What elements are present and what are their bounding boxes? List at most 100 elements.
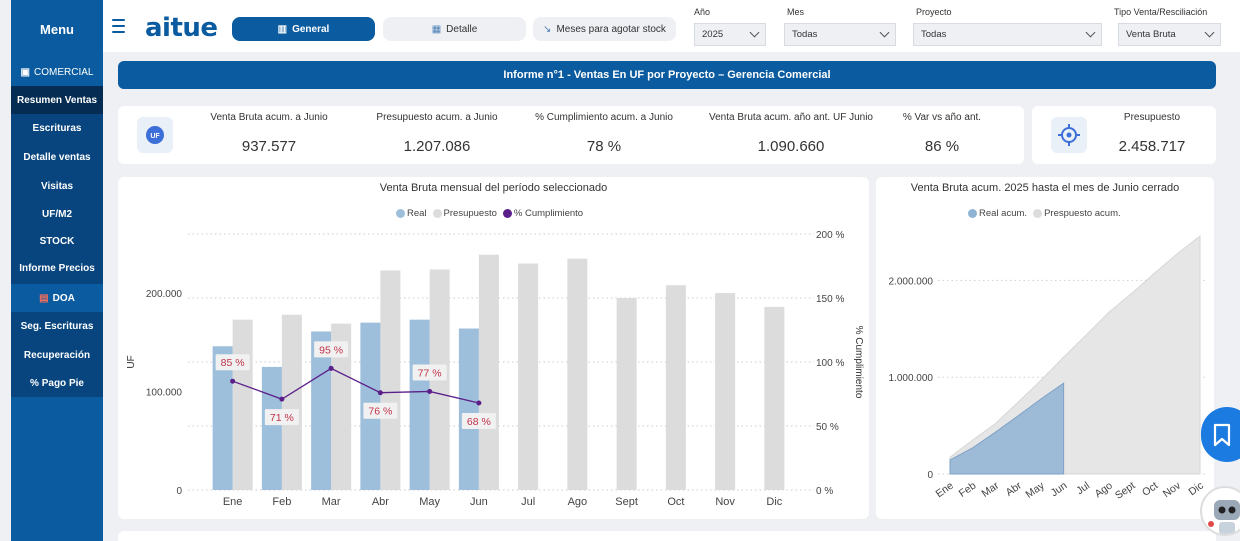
kpi-venta-ant-label: Venta Bruta acum. año ant. UF Junio (709, 112, 873, 123)
sidebar-item-pago-pie[interactable]: % Pago Pie (30, 377, 84, 389)
kpi-presupuesto-value: 2.458.717 (1118, 138, 1186, 155)
legend-item-real[interactable]: Real (396, 208, 427, 219)
filter-tipo-label: Tipo Venta/Resciliación (1114, 7, 1208, 17)
x-tick-label: Jul (521, 496, 535, 508)
y2-tick-label: 150 % (816, 294, 844, 305)
bookmark-button[interactable] (1201, 407, 1240, 462)
y-tick-label: 0 (176, 486, 182, 497)
legend-item-presupuesto-acum[interactable]: Prespuesto acum. (1033, 208, 1121, 219)
bar-presupuesto (380, 270, 401, 490)
kpi-presupuesto-card: Presupuesto 2.458.717 (1032, 106, 1216, 164)
sidebar-section-comercial[interactable]: ▣ COMERCIAL (11, 58, 103, 86)
bar-presupuesto (764, 306, 785, 490)
point-cumplimiento (230, 378, 236, 384)
bar-presupuesto (567, 258, 588, 490)
kpi-cumplimiento-label: % Cumplimiento acum. a Junio (535, 112, 673, 123)
x-tick-label: Oct (667, 496, 684, 508)
y2-tick-label: 50 % (816, 422, 839, 433)
x-tick-label: Mar (322, 496, 341, 508)
bar-real (261, 366, 282, 490)
filter-mes-select[interactable]: Todas (784, 23, 896, 46)
x-tick-label: May (1023, 479, 1047, 501)
point-cumplimiento (427, 388, 433, 394)
x-tick-label: Dic (766, 496, 782, 508)
robot-assistant-icon (1208, 500, 1240, 534)
bar-presupuesto (232, 319, 253, 490)
x-tick-label: Jun (470, 496, 488, 508)
chevron-down-icon (1204, 27, 1215, 38)
x-tick-label: Sept (615, 496, 638, 508)
kpi-venta-bruta-value: 937.577 (241, 138, 297, 155)
point-cumplimiento (279, 396, 285, 402)
kpi-venta-bruta-label: Venta Bruta acum. a Junio (210, 112, 328, 123)
monthly-sales-chart: 0 % 50 % 100 % 150 % 200 % 0 100.000 200.000 UF%… (126, 230, 864, 508)
bar-presupuesto (281, 314, 302, 490)
x-tick-label: Feb (957, 480, 979, 500)
x-tick-label: Ene (934, 480, 956, 501)
area-real-acum (949, 382, 1065, 475)
filter-mes-label: Mes (787, 7, 805, 17)
point-cumplimiento (476, 400, 482, 406)
x-tick-label: Dic (1186, 480, 1205, 499)
robot-assistant-button[interactable] (1200, 486, 1240, 536)
y-tick-label: 100.000 (146, 388, 183, 399)
data-label: 95 % (319, 344, 343, 356)
kpi-card: UF Venta Bruta acum. a Junio 937.577 Pre… (118, 106, 1024, 164)
sidebar-item-visitas[interactable]: Visitas (40, 180, 74, 192)
data-label-bg (461, 412, 496, 429)
x-tick-label: Sept (1113, 480, 1138, 502)
data-label-bg (264, 409, 299, 426)
sidebar-item-doa[interactable]: ▤ DOA (11, 284, 103, 312)
trend-down-icon: ↘ (543, 23, 552, 35)
data-label: 71 % (270, 412, 294, 424)
sidebar-item-recuperacion[interactable]: Recuperación (23, 349, 91, 361)
y2-axis-title: % Cumplimiento (853, 326, 864, 399)
target-icon (1051, 117, 1087, 153)
sidebar: Menu ▣ COMERCIAL Resumen Ventas Escritur… (11, 0, 103, 541)
legend-item-presupuesto[interactable]: Presupuesto (432, 208, 497, 219)
legend-item-real-acum[interactable]: Real acum. (968, 208, 1027, 219)
bar-presupuesto (478, 254, 499, 490)
hamburger-menu-icon[interactable] (112, 19, 125, 33)
filter-proyecto-select[interactable]: Todas (913, 23, 1102, 46)
x-tick-label: Abr (372, 496, 389, 508)
chart-legend: Real Presupuesto % Cumplimiento (396, 208, 583, 219)
kpi-presupuesto-label: Presupuesto (1123, 112, 1181, 123)
logo: aitue (145, 13, 218, 43)
y-tick-label: 0 (927, 470, 933, 481)
sidebar-item-escrituras[interactable]: Escrituras (32, 122, 82, 134)
filter-proyecto-label: Proyecto (916, 7, 952, 17)
x-tick-label: Ago (1093, 480, 1115, 501)
x-tick-label: Jul (1074, 480, 1092, 498)
chart-title: Venta Bruta acum. 2025 hasta el mes de J… (910, 182, 1180, 194)
x-tick-label: Nov (1161, 479, 1184, 500)
chevron-down-icon (1085, 27, 1096, 38)
sidebar-item-stock[interactable]: STOCK (39, 235, 75, 247)
sidebar-item-detalle-ventas[interactable]: Detalle ventas (23, 151, 91, 163)
data-label: 85 % (221, 357, 245, 369)
x-tick-label: Oct (1140, 480, 1160, 499)
tab-detalle[interactable]: ▦ Detalle (383, 17, 526, 41)
bar-presupuesto (331, 323, 352, 490)
sidebar-item-seg-escrituras[interactable]: Seg. Escrituras (20, 320, 94, 332)
sidebar-item-uf-m2[interactable]: UF/M2 (42, 208, 72, 220)
chevron-down-icon (879, 27, 890, 38)
data-label-bg (215, 354, 250, 371)
legend-item-cumplimiento[interactable]: % Cumplimiento (502, 208, 583, 219)
menu-title: Menu (11, 0, 103, 58)
tab-general[interactable]: ▥ General (232, 17, 375, 41)
bar-real (409, 319, 430, 490)
y2-tick-label: 0 % (816, 486, 833, 497)
y-axis-title: UF (126, 355, 137, 368)
y-tick-label: 2.000.000 (889, 276, 934, 287)
line-cumplimiento (232, 367, 480, 404)
sidebar-item-resumen-ventas[interactable]: Resumen Ventas (11, 86, 103, 114)
tab-meses-agotar-stock[interactable]: ↘ Meses para agotar stock (533, 17, 676, 41)
y2-tick-label: 200 % (816, 230, 844, 241)
sidebar-item-informe-precios[interactable]: Informe Precios (19, 262, 95, 274)
svg-text:UF: UF (150, 133, 160, 140)
x-tick-label: May (419, 496, 440, 508)
x-tick-label: Abr (1004, 479, 1025, 498)
filter-tipo-select[interactable]: Venta Bruta (1118, 23, 1221, 46)
filter-anio-select[interactable]: 2025 (694, 23, 766, 46)
